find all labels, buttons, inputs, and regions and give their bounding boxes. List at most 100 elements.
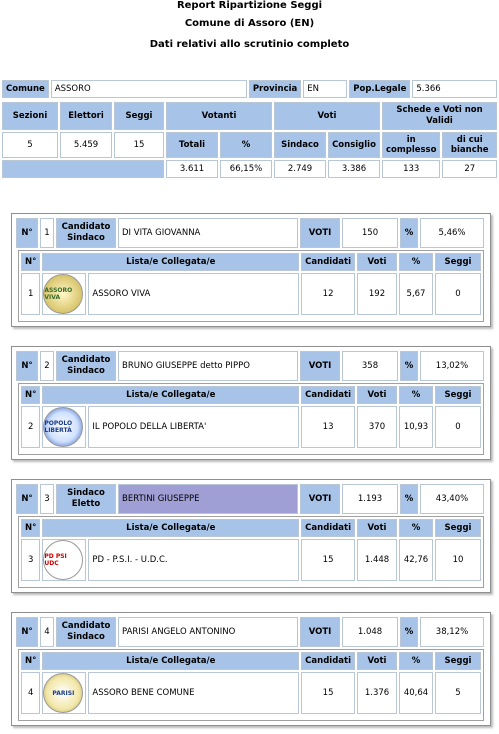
elettori-header: Elettori [60,102,112,130]
in-complesso-header: in complesso [382,132,441,158]
list-voti: 192 [357,273,397,315]
list-candidati: 15 [301,539,355,581]
list-seggi-header: Seggi [435,519,481,537]
seggi-value: 15 [114,132,164,158]
list-perc-header: % [399,652,433,670]
list-n-header: N° [21,652,41,670]
sezioni-value: 5 [2,132,58,158]
pop-value: 5.366 [412,80,497,98]
list-name: IL POPOLO DELLA LIBERTA' [88,406,300,448]
list-seggi: 0 [435,406,481,448]
comune-title: Comune di Assoro (EN) [184,18,315,29]
pop-label: Pop.Legale [349,80,411,98]
votanti-header: Votanti [166,102,272,130]
list-perc-header: % [399,386,433,404]
pd-psi-udc-logo-icon: PD PSI UDC [43,540,84,580]
comune-value: ASSORO [50,80,247,98]
list-candidati-header: Candidati [301,652,355,670]
list-row: 1 ASSORO VIVA ASSORO VIVA 12 192 5,67 0 [21,273,481,315]
voti-consiglio: 3.386 [328,160,380,178]
list-perc: 42,76 [399,539,433,581]
bianche-header: di cui bianche [442,132,497,158]
list-name: ASSORO VIVA [88,273,300,315]
list-seggi: 5 [435,672,481,714]
comune-label: Comune [2,80,49,98]
voti-sindaco: 2.749 [274,160,326,178]
provincia-label: Provincia [248,80,302,98]
candidate-role: Sindaco Eletto [56,484,116,514]
candidate-voti-label: VOTI [300,617,340,647]
in-complesso-value: 133 [382,160,441,178]
list-perc: 40,64 [399,672,433,714]
list-name: PD - P.S.I. - U.D.C. [88,539,300,581]
list-seggi: 0 [435,273,481,315]
candidate-n-label: N° [16,617,38,647]
popolo-liberta-logo-icon: POPOLO LIBERTÀ [43,407,84,447]
candidate-role: Candidato Sindaco [56,218,116,248]
list-row: 2 POPOLO LIBERTÀ IL POPOLO DELLA LIBERTA… [21,406,481,448]
candidate-name: PARISI ANGELO ANTONINO [118,617,298,647]
info-table: Comune ASSORO Provincia EN Pop.Legale 5.… [0,78,499,100]
list-seggi-header: Seggi [435,386,481,404]
list-candidati-header: Candidati [301,519,355,537]
votanti-totali: 3.611 [166,160,218,178]
candidate-perc: 38,12% [420,617,484,647]
candidate-card: N° 4 Candidato Sindaco PARISI ANGELO ANT… [11,612,491,726]
list-logo-cell: PARISI [42,672,87,714]
candidate-voti-label: VOTI [300,218,340,248]
candidate-voti: 1.048 [342,617,398,647]
list-number: 4 [21,672,41,714]
candidate-name: BERTINI GIUSEPPE [118,484,298,514]
totali-header: Totali [166,132,218,158]
candidate-card: N° 2 Candidato Sindaco BRUNO GIUSEPPE de… [11,346,491,460]
candidate-perc: 43,40% [420,484,484,514]
candidate-role: Candidato Sindaco [56,351,116,381]
candidate-voti: 358 [342,351,398,381]
candidate-number: 1 [40,218,54,248]
report-title: Report Ripartizione Seggi [176,0,323,11]
list-candidati-header: Candidati [301,386,355,404]
candidate-voti-label: VOTI [300,484,340,514]
sindaco-header: Sindaco [274,132,326,158]
candidate-number: 2 [40,351,54,381]
list-voti-header: Voti [357,519,397,537]
list-voti: 1.448 [357,539,397,581]
list-logo-cell: PD PSI UDC [42,539,87,581]
list-logo-cell: POPOLO LIBERTÀ [42,406,87,448]
candidate-perc: 5,46% [420,218,484,248]
bianche-value: 27 [442,160,497,178]
list-logo-cell: ASSORO VIVA [42,273,87,315]
candidate-card: N° 1 Candidato Sindaco DI VITA GIOVANNA … [11,213,491,327]
list-row: 3 PD PSI UDC PD - P.S.I. - U.D.C. 15 1.4… [21,539,481,581]
list-voti-header: Voti [357,652,397,670]
report-subtitle: Dati relativi allo scrutinio completo [149,39,350,50]
seggi-header: Seggi [114,102,164,130]
candidate-perc-label: % [400,484,418,514]
list-voti-header: Voti [357,253,397,271]
list-n-header: N° [21,519,41,537]
list-name-header: Lista/e Collegata/e [42,652,300,670]
list-perc-header: % [399,253,433,271]
candidate-number: 4 [40,617,54,647]
candidate-name: BRUNO GIUSEPPE detto PIPPO [118,351,298,381]
summary-table: Sezioni Elettori Seggi Votanti Voti Sche… [0,100,499,180]
list-voti: 370 [357,406,397,448]
candidate-voti: 150 [342,218,398,248]
list-voti: 1.376 [357,672,397,714]
list-voti-header: Voti [357,386,397,404]
assoro-viva-logo-icon: ASSORO VIVA [43,274,84,314]
candidate-perc-label: % [400,617,418,647]
list-candidati-header: Candidati [301,253,355,271]
list-candidati: 13 [301,406,355,448]
summary-spacer [2,160,164,178]
list-seggi-header: Seggi [435,253,481,271]
consiglio-header: Consiglio [328,132,380,158]
list-candidati: 15 [301,672,355,714]
sezioni-header: Sezioni [2,102,58,130]
candidate-perc: 13,02% [420,351,484,381]
candidate-n-label: N° [16,351,38,381]
candidate-n-label: N° [16,484,38,514]
votanti-perc-header: % [220,132,272,158]
candidate-voti-label: VOTI [300,351,340,381]
list-candidati: 12 [301,273,355,315]
